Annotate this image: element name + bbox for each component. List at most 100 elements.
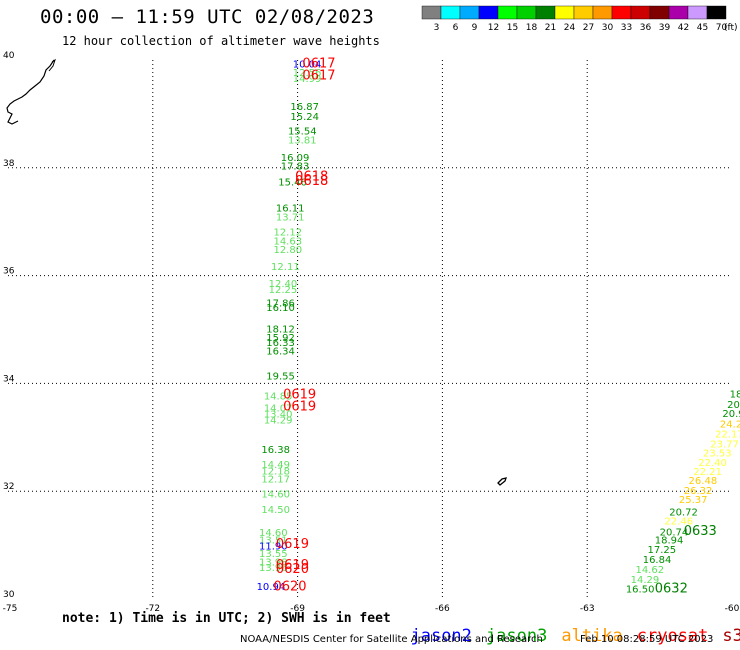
longitude-label: -69: [290, 604, 305, 614]
color-scale-legend: 3 6 9 12 15 18 21 24 27 30 33 36 39 42 45 70(ft): [421, 5, 738, 33]
wave-height-value: 22.17: [715, 429, 740, 440]
legend-swatch: [573, 5, 594, 20]
wave-height-value: 22.46: [664, 517, 693, 528]
pass-time-label: 0633: [684, 524, 717, 539]
us-coastline: [6, 59, 55, 125]
wave-height-value: 12.17: [261, 475, 290, 486]
pass-time-label: 0618: [295, 174, 328, 189]
legend-label: 39: [659, 23, 671, 33]
wave-height-value: 13.51: [259, 535, 288, 546]
legend-label: 18: [526, 23, 538, 33]
legend-swatch: [478, 5, 499, 20]
wave-height-value: 12.80: [273, 245, 302, 256]
legend-label: 15: [507, 23, 518, 33]
wave-height-value: 16.34: [266, 346, 295, 357]
wave-height-value: 20.74: [660, 527, 689, 538]
legend-swatch: [630, 5, 651, 20]
wave-height-value: 18: [730, 389, 740, 400]
wave-height-value: 19.55: [266, 372, 295, 383]
pass-time-label: 0617: [302, 68, 335, 83]
wave-height-value: 22.21: [693, 467, 722, 478]
wave-height-value: 13.55: [259, 549, 288, 560]
wave-height-value: 13.98: [259, 558, 288, 569]
legend-swatch: [421, 5, 442, 20]
latitude-label: 36: [3, 267, 15, 277]
wave-height-value: 14.07: [264, 403, 293, 414]
pass-time-label: 0619: [283, 387, 316, 402]
wave-height-value: 20.: [727, 400, 740, 411]
wave-height-value: 13.81: [288, 136, 317, 147]
legend-label: 36: [640, 23, 652, 33]
wave-height-value: 14.62: [635, 565, 664, 576]
legend-swatch: [497, 5, 518, 20]
wave-height-value: 16.09: [281, 153, 310, 164]
wave-height-value: 12.56: [293, 68, 322, 79]
map-subtitle: 12 hour collection of altimeter wave hei…: [62, 34, 380, 48]
legend-label: 21: [545, 23, 556, 33]
wave-height-value: 16.10: [266, 303, 295, 314]
legend-swatch: [516, 5, 537, 20]
wave-height-value: 20.9: [722, 409, 740, 420]
satellite-altika: altika: [561, 626, 623, 646]
wave-height-value: 16.38: [261, 445, 290, 456]
latitude-label: 38: [3, 159, 15, 169]
longitude-label: -66: [435, 604, 450, 614]
footnote: note: 1) Time is in UTC; 2) SWH is in fe…: [62, 611, 391, 626]
satellite-cryosat: cryosat: [636, 626, 709, 646]
wave-height-value: 10.94: [257, 582, 286, 593]
satellite-jason3: jason3: [485, 626, 548, 646]
pass-time-label: 0620: [276, 562, 309, 577]
wave-height-value: 17.86: [266, 298, 295, 309]
pass-time-label: 0618: [295, 170, 328, 185]
latitude-label: 32: [3, 482, 14, 492]
wave-height-value: 14.85: [264, 392, 293, 403]
wave-height-value: 10.04: [293, 60, 322, 71]
latitude-label: 40: [3, 51, 15, 61]
wave-height-value: 14.49: [261, 460, 290, 471]
wave-height-value: 24.29: [720, 420, 740, 431]
wave-height-value: 15.24: [290, 112, 319, 123]
coastline: [6, 58, 507, 486]
legend-swatch: [554, 5, 575, 20]
pass-time-label: 0620: [273, 579, 306, 594]
legend-label: 9: [472, 23, 478, 33]
wave-height-value: 14.29: [631, 575, 660, 586]
wave-height-value: 16.84: [643, 555, 672, 566]
legend-swatch: [668, 5, 689, 20]
wave-height-value: 12.11: [271, 262, 300, 273]
legend-swatch: [440, 5, 461, 20]
legend-label: 70: [716, 23, 728, 33]
longitude-label: -63: [580, 604, 595, 614]
legend-swatch: [611, 5, 632, 20]
pass-time-label: 0619: [276, 558, 309, 573]
long-island: [48, 58, 56, 72]
wave-height-value: 12.40: [269, 279, 298, 290]
wave-height-value: 14.63: [273, 236, 302, 247]
wave-height-value: 11.90: [259, 541, 288, 552]
wave-height-value: 16.11: [276, 203, 305, 214]
legend-label: 33: [621, 23, 632, 33]
legend-swatch: [459, 5, 480, 20]
bermuda-island: [497, 477, 507, 486]
wave-height-value: 26.48: [689, 476, 718, 487]
wave-height-value: 23.53: [703, 449, 732, 460]
legend-swatch: [535, 5, 556, 20]
legend-label: 24: [564, 23, 576, 33]
wave-height-value: 15.46: [278, 178, 307, 189]
wave-height-value: 15.92: [266, 333, 295, 344]
longitude-label: -75: [3, 604, 18, 614]
wave-height-value: 25.37: [679, 495, 708, 506]
wave-height-value: 16.33: [266, 338, 295, 349]
wave-height-value: 14.50: [261, 505, 290, 516]
pass-time-label: 0619: [276, 537, 309, 552]
credit-line: NOAA/NESDIS Center for Satellite Applica…: [240, 634, 543, 645]
satellite-s3a: s3a: [722, 626, 740, 646]
lat-lon-grid: -75 -72 -69 -66 -63 -60 40 38 36 34 32 30: [3, 51, 740, 614]
wave-height-value: 18.94: [655, 535, 684, 546]
wave-height-value: 20.72: [669, 507, 698, 518]
wave-height-value: 26.32: [684, 486, 713, 497]
latitude-label: 34: [3, 374, 15, 384]
wave-height-value: 23.77: [710, 440, 739, 451]
legend-label: 6: [453, 23, 459, 33]
